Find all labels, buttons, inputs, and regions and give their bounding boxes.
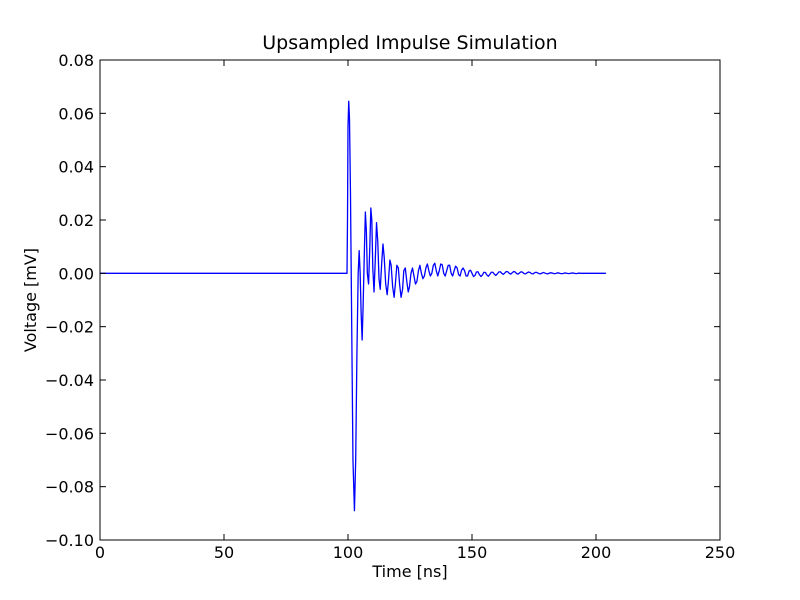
- y-tick-label-0: 0.08: [58, 51, 94, 70]
- x-tick-label-150: 150: [457, 543, 488, 562]
- series-layer: [100, 100, 606, 512]
- y-axis-ticks: 0.08 0.06 0.04 0.02 0.00 −0.02 −0.04 −0.06 −0.08…: [45, 51, 720, 550]
- y-tick-label-7: −0.06: [45, 424, 94, 443]
- x-tick-label-100: 100: [333, 543, 364, 562]
- x-tick-label-0: 0: [95, 543, 105, 562]
- x-tick-label-250: 250: [705, 543, 736, 562]
- x-axis-ticks: 0 50 100 150 200 250: [95, 60, 735, 562]
- plot-frame: [99, 59, 721, 541]
- y-tick-label-3: 0.02: [58, 211, 94, 230]
- chart-title: Upsampled Impulse Simulation: [262, 32, 557, 54]
- x-tick-label-200: 200: [581, 543, 612, 562]
- y-tick-label-5: −0.02: [45, 318, 94, 337]
- plot-area: 0 50 100 150 200 250 0.08 0.06 0.04 0.02 0.00 −0.0…: [45, 51, 735, 562]
- y-tick-label-2: 0.04: [58, 158, 94, 177]
- y-tick-label-1: 0.06: [58, 104, 94, 123]
- series-line-impulse: [100, 100, 606, 512]
- y-tick-label-4: 0.00: [58, 264, 94, 283]
- y-tick-label-9: −0.10: [45, 531, 94, 550]
- x-tick-label-50: 50: [214, 543, 234, 562]
- y-axis-label: Voltage [mV]: [21, 248, 40, 352]
- y-tick-label-8: −0.08: [45, 478, 94, 497]
- x-axis-label: Time [ns]: [371, 562, 447, 581]
- y-tick-label-6: −0.04: [45, 371, 94, 390]
